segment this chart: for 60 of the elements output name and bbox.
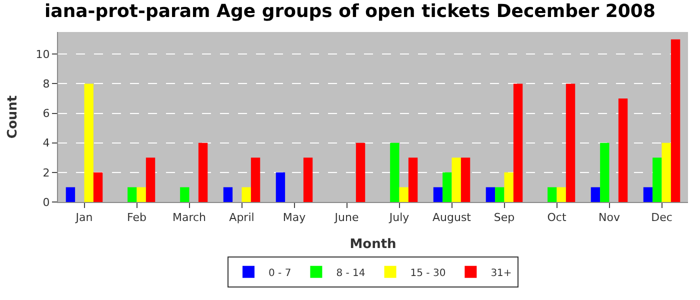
legend-label: 31+ — [490, 268, 512, 279]
bar — [662, 142, 671, 202]
y-tick-label: 8 — [42, 78, 50, 91]
bar — [504, 172, 514, 202]
bar — [513, 84, 523, 202]
legend-label: 8 - 14 — [336, 268, 366, 279]
bar — [136, 187, 146, 202]
x-tick-label: April — [229, 211, 254, 224]
bar — [433, 187, 443, 202]
y-tick-label: 4 — [42, 136, 50, 150]
bar — [486, 187, 496, 202]
chart-title: iana-prot-param Age groups of open tickets December 2008 — [44, 1, 656, 22]
bar — [198, 142, 208, 202]
bar — [356, 142, 366, 202]
bar — [66, 187, 76, 202]
x-axis-title: Month — [350, 236, 396, 252]
x-tick-label: June — [334, 211, 359, 224]
x-tick-label: Sep — [494, 211, 515, 224]
bar — [408, 158, 418, 202]
bar — [460, 158, 470, 202]
bar — [93, 172, 103, 202]
bar — [399, 187, 408, 202]
bar — [146, 158, 156, 202]
legend-label: 15 - 30 — [410, 268, 446, 279]
x-tick-label: Oct — [547, 211, 567, 224]
x-tick-label: July — [388, 211, 410, 224]
bar — [276, 172, 286, 202]
bar — [566, 84, 576, 202]
x-tick-label: Feb — [127, 211, 146, 224]
bar — [223, 187, 233, 202]
x-tick-label: Nov — [598, 211, 620, 224]
bar — [128, 187, 137, 202]
bar — [303, 158, 313, 202]
bar — [495, 187, 504, 202]
x-tick-label: March — [172, 211, 206, 224]
bar — [548, 187, 557, 202]
x-tick-label: August — [432, 211, 472, 224]
y-tick-label: 10 — [36, 48, 50, 62]
bar — [556, 187, 566, 202]
legend-label: 0 - 7 — [268, 268, 292, 279]
x-tick-label: Dec — [651, 211, 672, 224]
bar — [643, 187, 653, 202]
y-tick-label: 2 — [42, 166, 50, 180]
bar — [84, 84, 94, 202]
bar — [180, 187, 190, 202]
x-tick-label: May — [282, 211, 306, 224]
bar — [600, 142, 610, 202]
bar — [250, 158, 260, 202]
x-tick-label: Jan — [74, 211, 93, 224]
bar — [590, 187, 600, 202]
bar — [652, 158, 662, 202]
bar — [670, 39, 680, 202]
y-tick-label: 6 — [42, 107, 50, 120]
bar — [390, 142, 400, 202]
bar — [442, 172, 452, 202]
bar — [618, 98, 628, 202]
bar — [452, 158, 461, 202]
y-axis-title: Count — [6, 95, 21, 139]
bar — [242, 187, 251, 202]
y-tick-label: 0 — [42, 196, 50, 209]
